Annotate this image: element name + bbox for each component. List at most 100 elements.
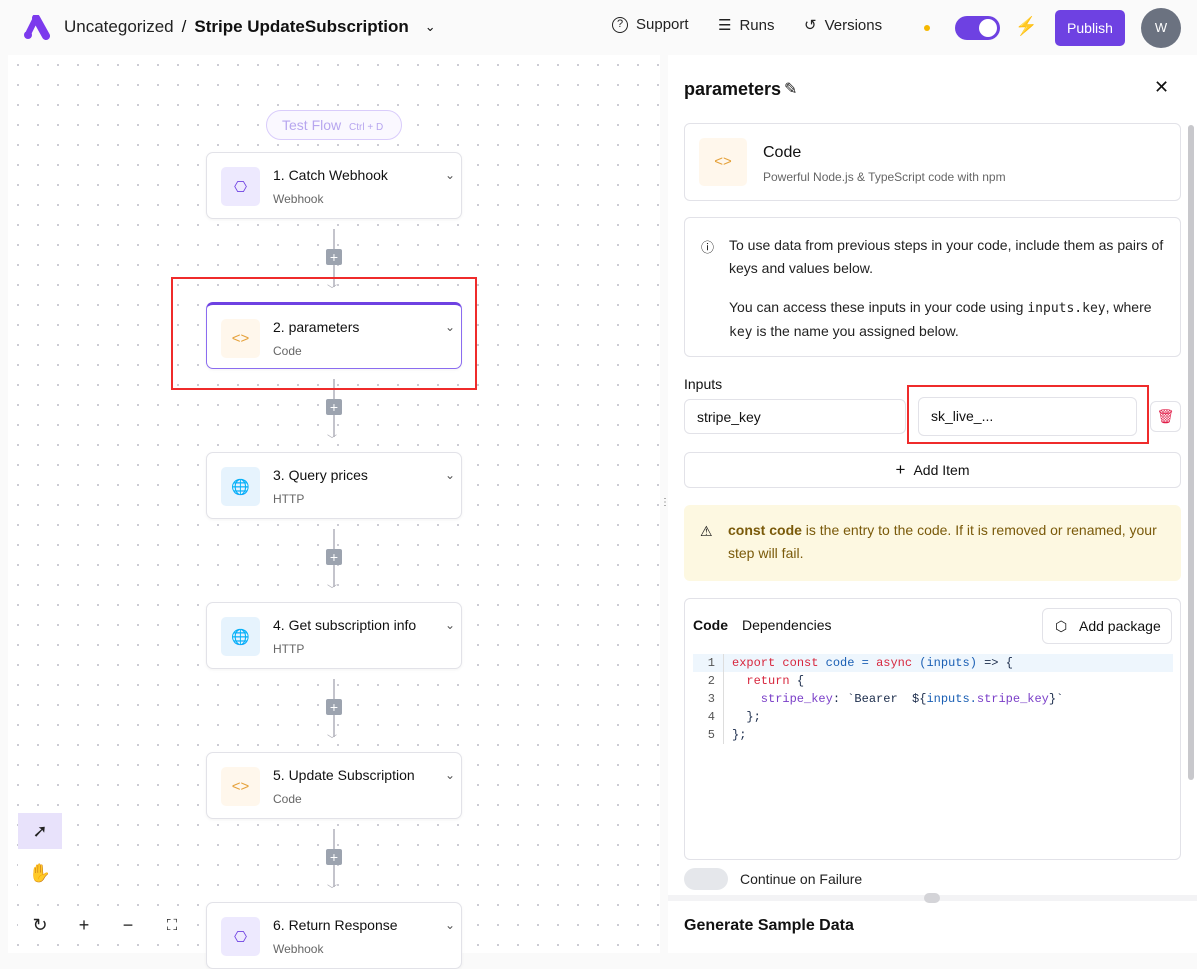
tab-dependencies[interactable]: Dependencies xyxy=(742,617,832,633)
code-editor[interactable]: 1 export const code = async (inputs) => {… xyxy=(693,654,1173,744)
chevron-down-icon[interactable]: ⌄ xyxy=(444,768,455,782)
generate-sample-title: Generate Sample Data xyxy=(684,917,854,934)
add-step-button[interactable]: + xyxy=(326,849,342,865)
zoom-out-icon[interactable]: − xyxy=(122,914,134,935)
tab-code[interactable]: Code xyxy=(693,617,728,633)
lightning-icon[interactable]: ⚡ xyxy=(1015,16,1038,36)
step-title: 4. Get subscription info xyxy=(273,617,417,633)
piece-card: <> Code Powerful Node.js & TypeScript co… xyxy=(684,123,1181,201)
step-title: 1. Catch Webhook xyxy=(273,167,388,183)
code-editor-card: Code Dependencies ⬡ Add package 1 export c… xyxy=(684,598,1181,860)
canvas-mode-tools: ➚ ✋ xyxy=(18,813,62,893)
code-line[interactable]: 2 return { xyxy=(693,672,1173,690)
enable-flow-toggle[interactable] xyxy=(955,16,1000,40)
arrow-down-icon: ﹀ xyxy=(327,435,337,446)
package-icon: ⬡ xyxy=(1055,618,1068,634)
delete-item-icon[interactable]: 🗑 xyxy=(1150,401,1181,432)
chevron-down-icon[interactable]: ⌄ xyxy=(444,168,455,182)
warning-icon: ⚠ xyxy=(700,523,713,539)
add-step-button[interactable]: + xyxy=(326,549,342,565)
step-type: HTTP xyxy=(273,642,305,656)
code-icon: <> xyxy=(699,138,747,186)
pencil-icon[interactable]: ✎ xyxy=(784,81,798,98)
vertical-resize-handle[interactable] xyxy=(924,893,940,903)
step-header: 4. Get subscription info ⌄ xyxy=(273,617,455,633)
avatar[interactable]: W xyxy=(1141,8,1181,48)
flow-step[interactable]: ⎔ 1. Catch Webhook ⌄ Webhook xyxy=(206,152,462,219)
chevron-down-icon[interactable]: ⌄ xyxy=(444,320,455,334)
logo-icon[interactable] xyxy=(22,15,50,41)
panel-title[interactable]: parameters xyxy=(684,79,782,99)
versions-button[interactable]: ↺ Versions xyxy=(804,16,883,35)
warning-text: const code is the entry to the code. If … xyxy=(728,522,1157,561)
flow-step[interactable]: <> 5. Update Subscription ⌄ Code xyxy=(206,752,462,819)
test-flow-button[interactable]: Test Flow Ctrl + D xyxy=(266,110,402,140)
info-text-2: You can access these inputs in your code… xyxy=(729,299,1152,340)
info-text-1: To use data from previous steps in your … xyxy=(729,237,1164,276)
help-circle-icon: ? xyxy=(612,16,628,33)
flow-menu-chevron-icon[interactable]: ⌄ xyxy=(424,19,436,34)
inputs-label: Inputs xyxy=(684,376,723,392)
warning-box: ⚠ const code is the entry to the code. I… xyxy=(684,505,1181,581)
info-icon: ⓘ xyxy=(701,240,715,255)
arrow-down-icon: ﹀ xyxy=(327,585,337,596)
reset-icon[interactable]: ↻ xyxy=(32,914,48,935)
flow-step[interactable]: 🌐 3. Query prices ⌄ HTTP xyxy=(206,452,462,519)
highlight-box xyxy=(171,277,477,390)
step-type: HTTP xyxy=(273,492,305,506)
code-icon: <> xyxy=(221,767,260,806)
step-type: Code xyxy=(273,344,302,358)
sample-data-section: Generate Sample Data xyxy=(668,895,1197,953)
flow-step[interactable]: ⎔ 6. Return Response ⌄ Webhook xyxy=(206,902,462,969)
hand-pan-icon[interactable]: ✋ xyxy=(28,862,52,883)
step-type: Webhook xyxy=(273,192,324,206)
code-line[interactable]: 4 }; xyxy=(693,708,1173,726)
arrow-down-icon: ﹀ xyxy=(327,735,337,746)
fit-view-icon[interactable]: ⛶ xyxy=(166,916,178,934)
list-icon: ☰ xyxy=(718,17,732,34)
code-line[interactable]: 3 stripe_key: `Bearer ${inputs.stripe_ke… xyxy=(693,690,1173,708)
breadcrumb-separator: / xyxy=(181,17,187,36)
runs-button[interactable]: ☰ Runs xyxy=(718,16,775,35)
close-icon[interactable]: ✕ xyxy=(1154,77,1170,97)
arrow-down-icon: ﹀ xyxy=(327,885,337,896)
step-title: 2. parameters xyxy=(273,319,360,335)
continue-on-failure-label: Continue on Failure xyxy=(740,871,863,887)
piece-description: Powerful Node.js & TypeScript code with … xyxy=(763,170,1006,184)
input-key-field[interactable]: stripe_key xyxy=(684,399,906,434)
flow-canvas[interactable]: Test Flow Ctrl + D ⎔ 1. Catch Webhook ⌄ … xyxy=(8,55,660,969)
flow-name[interactable]: Stripe UpdateSubscription xyxy=(194,17,409,36)
resize-handle[interactable]: ⋮ xyxy=(660,497,670,508)
top-bar: Uncategorized / Stripe UpdateSubscriptio… xyxy=(0,0,1197,55)
step-header: 5. Update Subscription ⌄ xyxy=(273,767,455,783)
webhook-icon: ⎔ xyxy=(221,167,260,206)
step-type: Webhook xyxy=(273,942,324,956)
breadcrumb-folder[interactable]: Uncategorized xyxy=(64,17,174,36)
code-line[interactable]: 5}; xyxy=(693,726,1173,744)
add-step-button[interactable]: + xyxy=(326,399,342,415)
publish-button[interactable]: Publish xyxy=(1055,10,1125,46)
chevron-down-icon[interactable]: ⌄ xyxy=(444,618,455,632)
step-title: 3. Query prices xyxy=(273,467,368,483)
add-step-button[interactable]: + xyxy=(326,699,342,715)
piece-name: Code xyxy=(763,144,802,161)
add-package-button[interactable]: ⬡ Add package xyxy=(1042,608,1172,644)
flow-step[interactable]: <> 2. parameters ⌄ Code xyxy=(206,302,462,369)
add-item-button[interactable]: + Add Item xyxy=(684,452,1181,488)
step-header: 1. Catch Webhook ⌄ xyxy=(273,167,455,183)
highlight-box xyxy=(907,385,1149,444)
step-settings-panel: parameters ✎ ✕ <> Code Powerful Node.js … xyxy=(668,55,1197,953)
chevron-down-icon[interactable]: ⌄ xyxy=(444,918,455,932)
input-value-field[interactable]: sk_live_... xyxy=(918,397,1137,436)
scrollbar[interactable] xyxy=(1188,125,1194,780)
zoom-in-icon[interactable]: + xyxy=(78,914,90,935)
code-line[interactable]: 1 export const code = async (inputs) => { xyxy=(693,654,1173,672)
add-step-button[interactable]: + xyxy=(326,249,342,265)
chevron-down-icon[interactable]: ⌄ xyxy=(444,468,455,482)
support-button[interactable]: ? Support xyxy=(612,16,689,33)
select-pointer-icon[interactable]: ➚ xyxy=(18,813,62,849)
step-title: 5. Update Subscription xyxy=(273,767,415,783)
globe-icon: 🌐 xyxy=(221,467,260,506)
continue-on-failure-toggle[interactable] xyxy=(684,868,728,890)
flow-step[interactable]: 🌐 4. Get subscription info ⌄ HTTP xyxy=(206,602,462,669)
